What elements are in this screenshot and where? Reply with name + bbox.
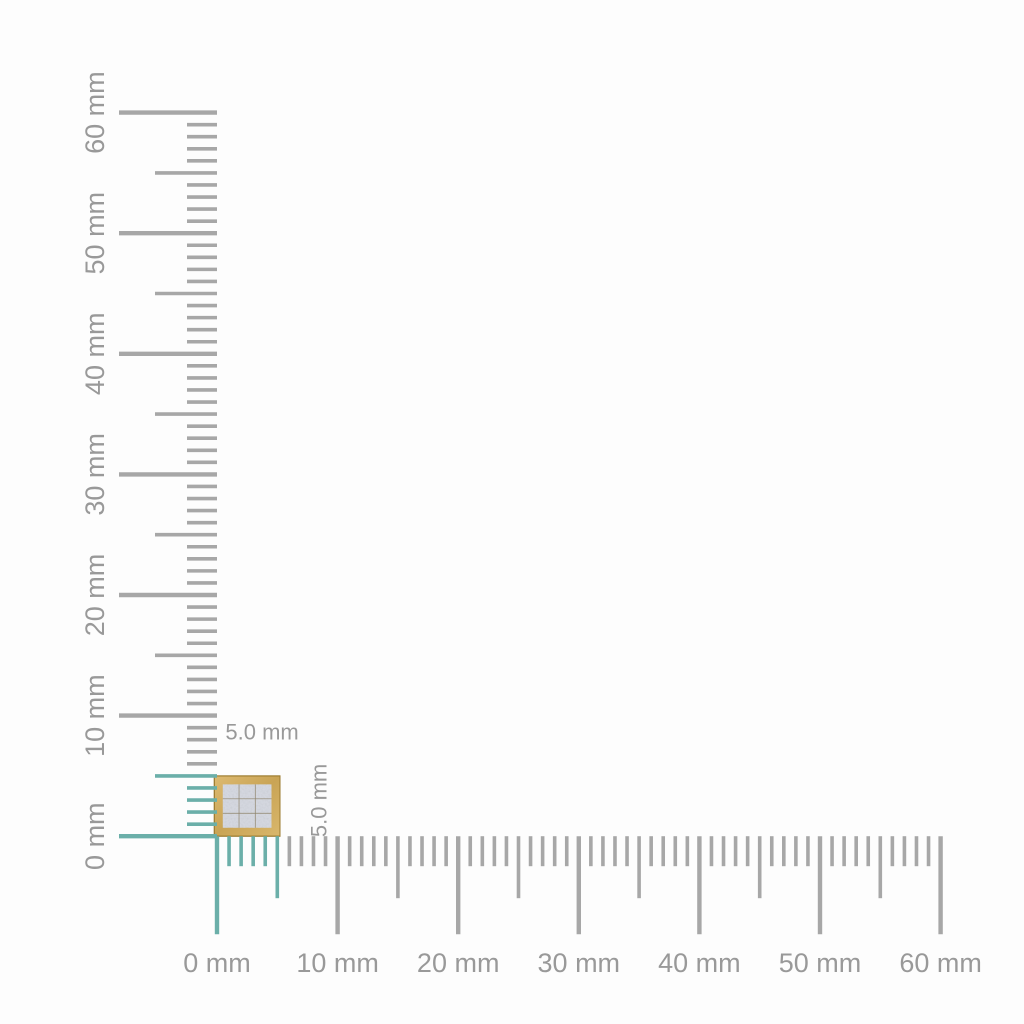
svg-text:40 mm: 40 mm	[658, 948, 741, 978]
svg-text:30 mm: 30 mm	[80, 433, 110, 516]
svg-text:40 mm: 40 mm	[80, 313, 110, 396]
svg-text:20 mm: 20 mm	[80, 554, 110, 637]
svg-text:20 mm: 20 mm	[417, 948, 500, 978]
svg-text:30 mm: 30 mm	[538, 948, 621, 978]
svg-text:50 mm: 50 mm	[80, 192, 110, 275]
svg-text:60 mm: 60 mm	[899, 948, 982, 978]
svg-text:10 mm: 10 mm	[296, 948, 379, 978]
svg-text:5.0 mm: 5.0 mm	[306, 764, 331, 837]
svg-text:5.0 mm: 5.0 mm	[225, 719, 298, 744]
svg-text:0 mm: 0 mm	[80, 802, 110, 870]
svg-text:10 mm: 10 mm	[80, 674, 110, 757]
svg-text:50 mm: 50 mm	[779, 948, 862, 978]
svg-text:60 mm: 60 mm	[80, 71, 110, 154]
svg-text:0 mm: 0 mm	[183, 948, 251, 978]
